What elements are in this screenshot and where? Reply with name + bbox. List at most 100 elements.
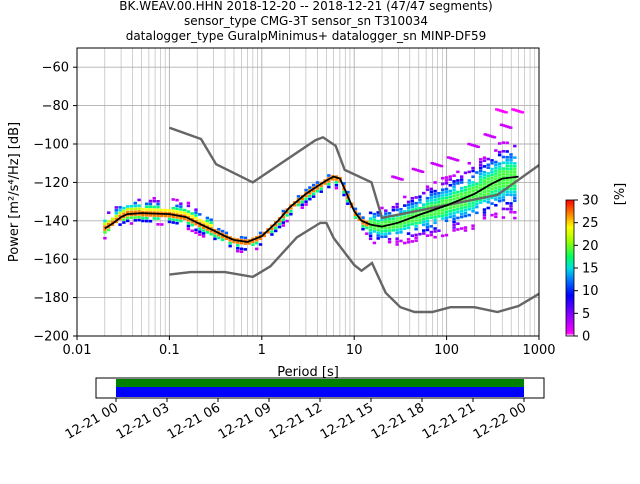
histogram-cell [505,150,509,153]
histogram-cell [467,213,471,217]
histogram-cell [513,156,517,159]
histogram-cell [444,207,449,211]
histogram-cell [505,202,509,205]
histogram-cell [505,207,509,211]
histogram-cell [478,195,483,199]
histogram-cell [482,182,487,185]
histogram-cell [497,188,502,191]
histogram-cell [432,162,436,165]
histogram-cell [478,172,483,176]
histogram-cell [444,233,449,237]
histogram-cell [429,199,434,202]
histogram-cell [450,157,454,160]
histogram-cell [209,232,213,236]
histogram-cell [334,181,339,184]
histogram-cell [137,207,141,210]
histogram-cell [513,185,517,188]
histogram-cell [410,202,415,206]
histogram-cell [198,230,202,233]
histogram-cell [425,234,430,237]
histogram-cell [133,207,137,211]
histogram-cell [502,110,506,113]
histogram-cell [492,136,497,139]
histogram-cell [133,216,137,219]
histogram-cell [475,188,479,192]
histogram-cell [410,199,415,203]
histogram-cell [494,166,498,170]
histogram-cell [182,208,187,212]
histogram-cell [490,179,494,182]
histogram-cell [372,212,377,216]
histogram-cell [372,241,377,245]
histogram-cell [399,225,403,228]
histogram-cell [459,195,464,199]
histogram-cell [315,181,320,184]
histogram-cell [368,231,373,235]
histogram-cell [296,203,301,207]
histogram-cell [422,203,426,206]
histogram-cell [448,183,452,187]
histogram-cell [494,192,498,196]
histogram-cell [437,164,442,167]
histogram-cell [281,218,285,222]
histogram-cell [418,198,422,201]
histogram-cell [456,182,460,185]
histogram-cell [289,209,293,213]
histogram-cell [217,233,221,237]
histogram-cell [486,186,490,190]
histogram-cell [494,149,498,152]
histogram-cell [425,225,430,229]
histogram-cell [459,209,464,213]
histogram-cell [499,123,504,126]
histogram-cell [440,217,445,220]
histogram-cell [125,219,130,223]
histogram-cell [446,156,451,159]
histogram-cell [475,211,479,215]
histogram-cell [494,198,498,201]
histogram-cell [384,226,388,230]
histogram-cell [182,211,187,215]
histogram-cell [494,195,498,198]
histogram-cell [482,159,487,162]
histogram-cell [152,196,156,200]
histogram-cell [467,202,471,205]
histogram-cell [478,183,483,187]
histogram-cell [308,192,312,195]
y-tick-label: −200 [33,330,69,345]
histogram-cell [406,220,411,224]
histogram-cell [414,233,418,237]
histogram-cell [239,247,244,251]
histogram-cell [395,222,399,226]
histogram-cell [485,133,489,137]
histogram-cell [148,219,153,223]
histogram-cell [433,209,437,213]
histogram-cell [452,183,456,186]
histogram-cell [429,190,434,194]
histogram-cell [376,222,380,226]
histogram-cell [137,213,141,216]
histogram-cell [194,208,198,211]
histogram-cell [469,143,473,146]
histogram-cell [483,133,487,136]
histogram-cell [490,176,494,180]
histogram-cell [467,193,471,197]
histogram-cell [365,226,369,230]
histogram-cell [475,194,479,197]
histogram-cell [144,202,149,206]
histogram-cell [406,226,411,230]
histogram-cell [513,199,517,203]
histogram-cell [395,217,399,220]
histogram-cell [456,159,460,162]
histogram-cell [433,189,437,193]
histogram-cell [452,185,456,189]
histogram-cell [406,215,411,218]
histogram-cell [422,220,426,224]
histogram-cell [144,216,149,220]
histogram-cell [467,187,471,191]
histogram-cell [186,210,191,213]
histogram-cell [509,167,513,171]
histogram-cell [122,206,126,210]
histogram-cell [175,210,179,213]
y-tick-label: −100 [33,138,69,153]
histogram-cell [490,135,495,138]
